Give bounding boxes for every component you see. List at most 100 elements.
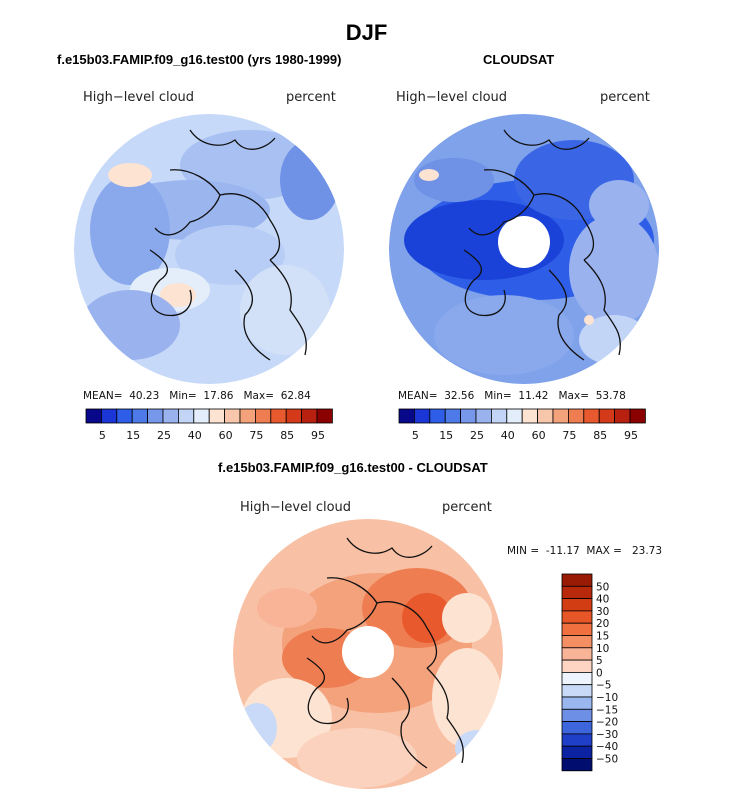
panel3-region: [257, 588, 317, 628]
panel3-colorbar-label: 30: [596, 606, 609, 618]
panel1-colorbar-box: [270, 408, 287, 424]
panel2-colorbar-box: [444, 408, 462, 424]
panel1-min-value: 17.86: [203, 390, 234, 402]
panel2-colorbar-box: [552, 408, 569, 424]
panel3-colorbar-box: [561, 708, 593, 723]
panel2-colorbar-box: [506, 408, 523, 424]
panel3-max-label: MAX =: [586, 545, 622, 557]
panel3-colorbar-label: −40: [596, 741, 618, 753]
panel1-colorbar-box: [178, 408, 195, 424]
panel2-colorbar-box: [598, 408, 615, 424]
panel2-colorbar-box: [537, 408, 554, 424]
panel1-region: [280, 140, 340, 220]
panel3-colorbar-box: [561, 659, 593, 673]
panel3-coastlines: [306, 537, 464, 769]
panel2-mean-label: MEAN=: [398, 390, 438, 402]
panel3-colorbar-label: 40: [596, 594, 609, 606]
panel1-coastlines: [149, 129, 307, 361]
panel3-region: [402, 593, 452, 643]
panel3-colorbar-label: 10: [596, 643, 609, 655]
panel1-colorbar-box: [193, 408, 210, 424]
panel2-coastlines: [463, 129, 621, 361]
panel2-colorbar-box: [460, 408, 477, 424]
panel2-colorbar-box: [567, 408, 585, 424]
panel1-colorbar-label: 25: [157, 429, 171, 442]
panel1-region: [80, 290, 180, 360]
panel1-colorbar-box: [316, 408, 333, 424]
panel1-mean-label: MEAN=: [83, 390, 123, 402]
panel2-colorbar-label: 40: [501, 429, 515, 442]
panel2-colorbar-box: [629, 408, 646, 424]
panel3-colorbar-box: [561, 721, 593, 735]
panel3-region: [455, 730, 499, 766]
panel3-units: percent: [442, 500, 492, 515]
panel3-colorbar-box: [561, 573, 593, 587]
panel3-colorbar-box: [561, 672, 593, 686]
panel2-region: [584, 315, 594, 325]
panel3-polar-map: [233, 519, 503, 789]
panel3-colorbar-label: 20: [596, 618, 609, 630]
panel2-units: percent: [600, 90, 650, 105]
panel2-left-label: High−level cloud: [396, 90, 508, 105]
panel3-colorbar-label: 0: [596, 667, 603, 679]
panel2-region: [569, 215, 659, 325]
panel1-units: percent: [286, 90, 336, 105]
panel1-stats: MEAN= 40.23 Min= 17.86 Max= 62.84: [83, 390, 311, 402]
panel1-region: [90, 175, 170, 285]
panel1-min-label: Min=: [169, 390, 197, 402]
panel1-colorbar-label: 75: [249, 429, 263, 442]
panel1-colorbar-box: [100, 408, 118, 424]
panel2-colorbar: 5 15 25 40 60 75 85 95: [398, 408, 646, 442]
panel1-colorbar-box: [208, 408, 225, 424]
panel3-colorbar-label: 50: [596, 581, 609, 593]
panel1-colorbar-box: [116, 408, 133, 424]
panel1-colorbar-box: [224, 408, 241, 424]
panel1-colorbar-label: 85: [280, 429, 294, 442]
panel3-colorbar-label: −10: [596, 692, 618, 704]
panel3-colorbar-box: [561, 758, 593, 772]
panel1-colorbar-box: [285, 408, 302, 424]
panel1-colorbar-label: 5: [99, 429, 106, 442]
panel2-colorbar-label: 5: [412, 429, 419, 442]
panel3-colorbar-label: 15: [596, 631, 609, 643]
panel3-min-label: MIN =: [507, 545, 540, 557]
figure-title: DJF: [345, 20, 388, 45]
panel3-colorbar-box: [561, 598, 593, 612]
panel3-colorbar-box: [561, 684, 593, 698]
panel2-colorbar-label: 95: [624, 429, 638, 442]
panel2-region: [414, 158, 494, 202]
panel3-colorbar-box: [561, 733, 593, 747]
panel3-max-value: 23.73: [631, 545, 663, 557]
panel1-colorbar-label: 60: [219, 429, 233, 442]
panel2-max-label: Max=: [558, 390, 590, 402]
panel1-polar-map: [74, 114, 344, 384]
panel1-colorbar-box: [239, 408, 256, 424]
panel2-colorbar-label: 85: [593, 429, 607, 442]
panel2-min-label: Min=: [484, 390, 512, 402]
panel3-colorbar-label: −5: [596, 680, 611, 692]
panel3-colorbar-box: [561, 622, 593, 636]
panel1-colorbar-label: 95: [311, 429, 325, 442]
panel3-region: [442, 593, 492, 643]
panel3-colorbar-box: [561, 647, 593, 661]
panel2-title: CLOUDSAT: [483, 52, 555, 67]
panel3-colorbar-label: −30: [596, 729, 618, 741]
panel3-left-label: High−level cloud: [240, 500, 352, 515]
panel1-colorbar-box: [162, 408, 179, 424]
panel2-colorbar-box: [521, 408, 538, 424]
panel3-colorbar-box: [561, 696, 593, 710]
panel2-colorbar-box: [413, 408, 431, 424]
panel3-colorbar-label: −20: [596, 717, 618, 729]
panel2-colorbar-box: [614, 408, 631, 424]
panel3-region: [237, 703, 277, 753]
panel2-colorbar-box: [429, 408, 446, 424]
panel2-colorbar-label: 60: [532, 429, 546, 442]
panel1-region: [240, 265, 330, 355]
panel3-colorbar-box: [561, 585, 593, 600]
panel1-colorbar-label: 15: [126, 429, 140, 442]
panel3-min-value: -11.17: [545, 545, 580, 557]
panel2-colorbar-box: [583, 408, 600, 424]
panel2-stats: MEAN= 32.56 Min= 11.42 Max= 53.78: [398, 390, 626, 402]
panel2-min-value: 11.42: [518, 390, 549, 402]
